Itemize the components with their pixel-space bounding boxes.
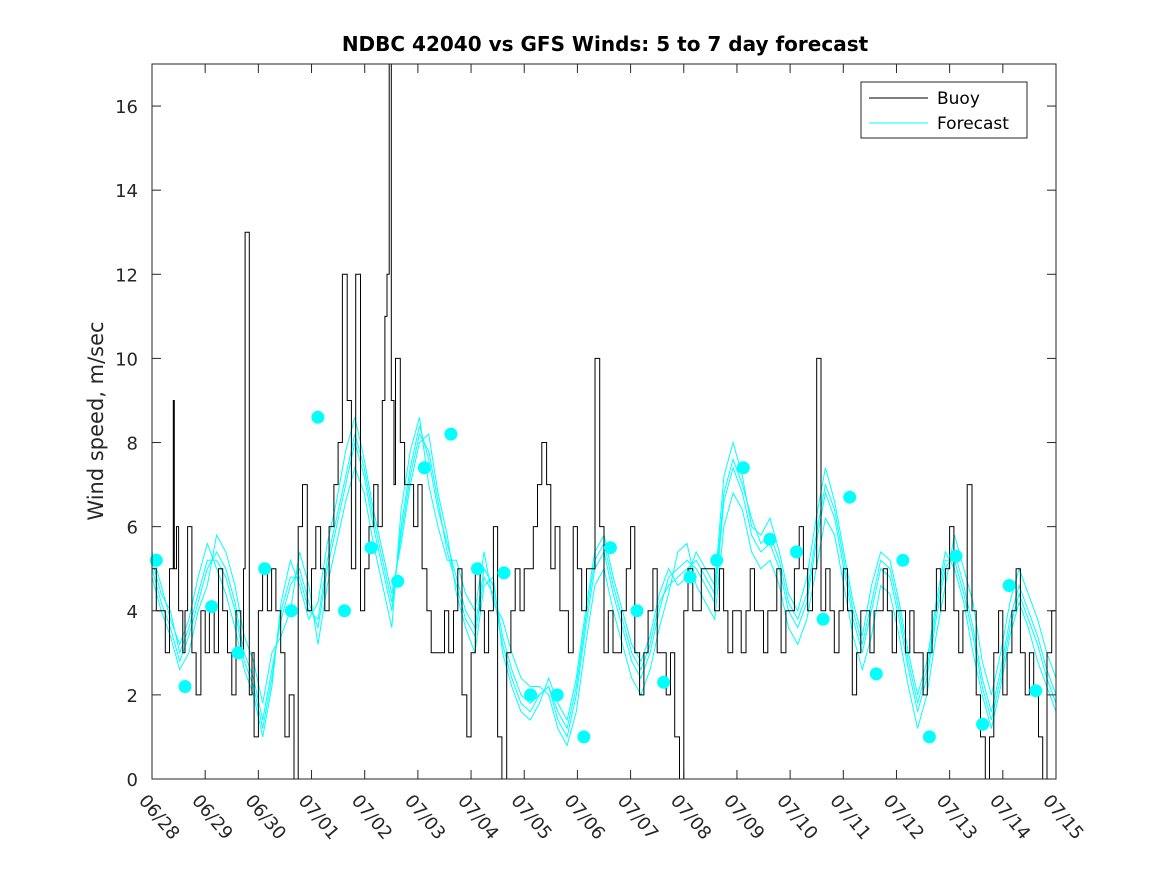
y-tick-label: 10	[115, 349, 138, 370]
forecast-marker	[683, 570, 697, 584]
y-tick-label: 6	[127, 518, 138, 539]
y-tick-label: 2	[127, 686, 138, 707]
forecast-marker	[149, 553, 163, 567]
legend-box	[860, 81, 1028, 139]
legend-buoy-label: Buoy	[937, 89, 980, 109]
forecast-marker	[444, 427, 458, 441]
y-axis: 0 2 4 6 8 10 12 14 16	[115, 97, 1056, 791]
forecast-marker	[205, 600, 219, 614]
forecast-markers	[149, 410, 1043, 744]
forecast-marker	[497, 566, 511, 580]
forecast-marker	[949, 549, 963, 563]
forecast-marker	[976, 717, 990, 731]
forecast-marker	[311, 410, 325, 424]
y-axis-label: Wind speed, m/sec	[84, 321, 108, 520]
legend-forecast-label: Forecast	[937, 114, 1009, 134]
forecast-marker	[1029, 684, 1043, 698]
forecast-marker	[470, 562, 484, 576]
forecast-marker	[896, 553, 910, 567]
forecast-marker	[630, 604, 644, 618]
forecast-marker	[816, 612, 830, 626]
y-tick-label: 12	[115, 265, 138, 286]
y-tick-label: 0	[127, 770, 138, 791]
y-tick-label: 16	[115, 97, 138, 118]
forecast-marker	[657, 675, 671, 689]
forecast-marker	[922, 730, 936, 744]
y-tick-label: 14	[115, 181, 138, 202]
y-tick-label: 8	[127, 434, 138, 455]
forecast-marker	[178, 680, 192, 693]
forecast-marker	[577, 730, 591, 744]
buoy-line	[152, 64, 1056, 779]
legend: Buoy Forecast	[860, 81, 1028, 139]
buoy-line-group	[152, 64, 1056, 779]
forecast-marker	[391, 574, 405, 588]
forecast-marker	[869, 667, 883, 681]
plot-area	[149, 64, 1056, 779]
forecast-marker	[763, 532, 777, 546]
forecast-marker	[231, 646, 245, 660]
forecast-marker	[524, 688, 538, 702]
forecast-marker	[338, 604, 351, 618]
chart-title: NDBC 42040 vs GFS Winds: 5 to 7 day fore…	[342, 32, 869, 56]
forecast-marker	[736, 461, 750, 475]
forecast-marker	[1002, 579, 1016, 592]
forecast-marker	[258, 562, 272, 576]
forecast-marker	[790, 545, 803, 559]
forecast-marker	[284, 604, 298, 618]
forecast-marker	[364, 541, 378, 555]
y-tick-label: 4	[127, 602, 138, 623]
forecast-marker	[843, 490, 857, 504]
forecast-marker	[417, 461, 431, 475]
forecast-marker	[603, 541, 617, 555]
forecast-marker	[710, 553, 724, 567]
axes-box	[151, 63, 1057, 780]
forecast-marker	[550, 688, 564, 702]
